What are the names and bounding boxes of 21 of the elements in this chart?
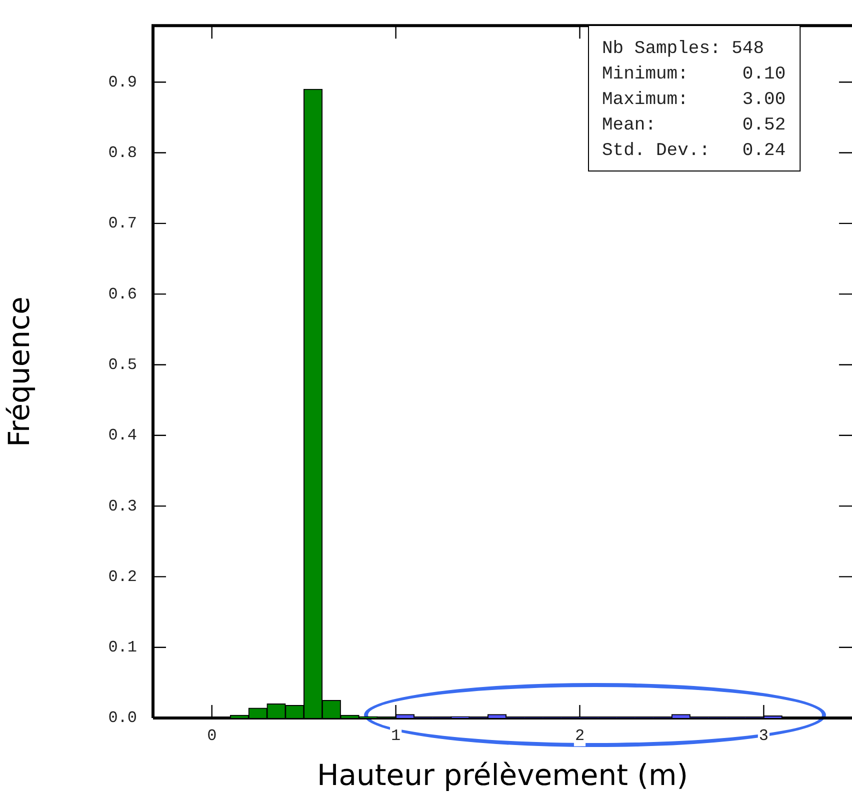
y-tick-label: 0.4 bbox=[108, 426, 137, 445]
annotation: Std. Dev.: 0.24 bbox=[602, 140, 786, 161]
x-tick-label: 1 bbox=[391, 726, 401, 745]
y-tick-label: 0.1 bbox=[108, 638, 137, 657]
annotation: Maximum: 3.00 bbox=[602, 90, 786, 110]
x-tick-label: 0 bbox=[207, 726, 217, 745]
y-tick-label: 0.8 bbox=[108, 144, 137, 162]
annotation: Nb Samples: 548 bbox=[602, 38, 764, 59]
x-tick-label: 2 bbox=[574, 726, 585, 745]
y-tick-label: 0.3 bbox=[108, 497, 137, 516]
annotation: Mean: 0.52 bbox=[602, 115, 786, 136]
y-tick-label: 0.5 bbox=[108, 356, 137, 374]
y-tick-label: 0.6 bbox=[108, 285, 137, 304]
y-tick-label: 0.0 bbox=[108, 709, 137, 728]
y-tick-label: 0.2 bbox=[108, 568, 137, 586]
x-axis-title: Hauteur prélèvement (m) bbox=[316, 758, 688, 792]
x-tick-label: 3 bbox=[758, 726, 769, 745]
y-tick-label: 0.7 bbox=[108, 214, 137, 233]
y-tick-label: 0.9 bbox=[108, 73, 137, 92]
y-axis-title: Fréquence bbox=[2, 296, 36, 448]
annotation: Minimum: 0.10 bbox=[602, 64, 786, 84]
